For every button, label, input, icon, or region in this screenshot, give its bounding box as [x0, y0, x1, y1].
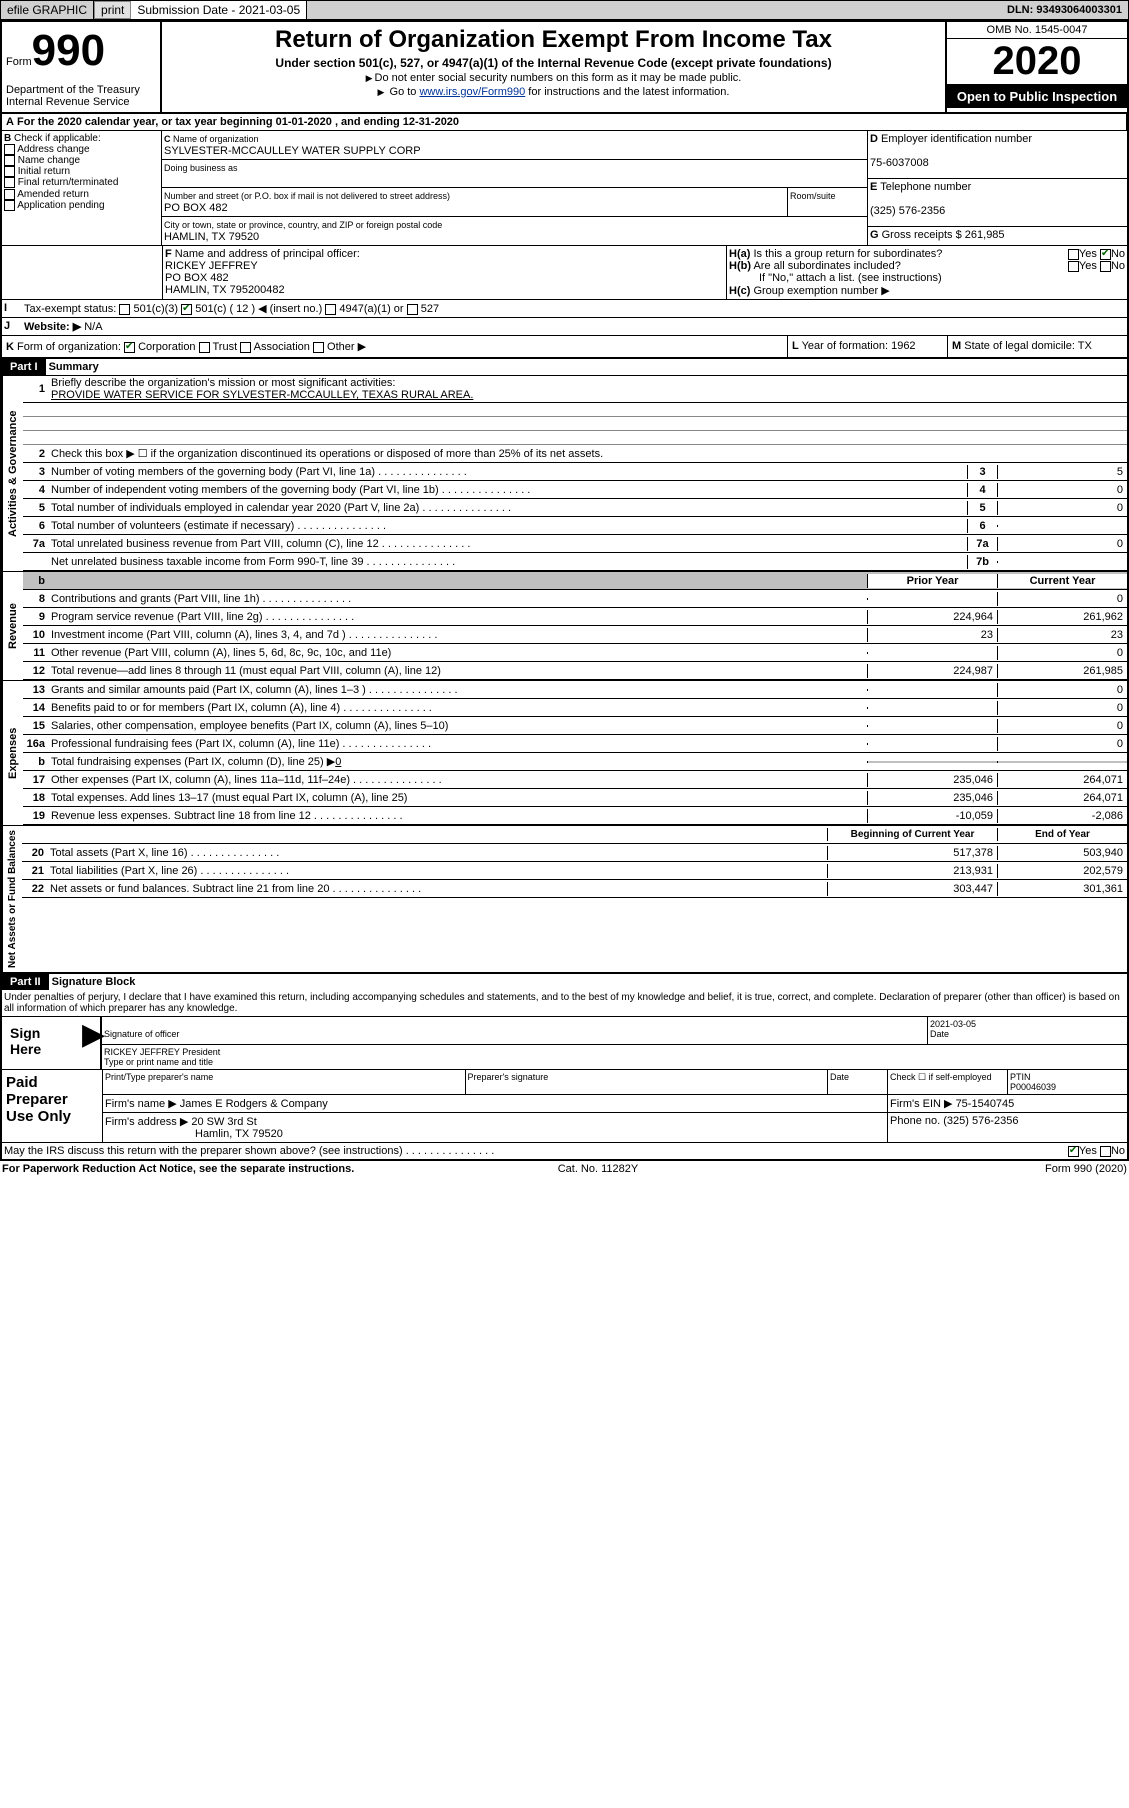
- section-net-assets: Net Assets or Fund Balances: [2, 826, 22, 972]
- form-subtitle: Under section 501(c), 527, or 4947(a)(1)…: [166, 56, 941, 70]
- cat-no: Cat. No. 11282Y: [558, 1163, 639, 1175]
- form-number: 990: [32, 26, 105, 75]
- mission: PROVIDE WATER SERVICE FOR SYLVESTER-MCCA…: [51, 389, 473, 401]
- open-inspection: Open to Public Inspection: [947, 85, 1127, 108]
- print-button[interactable]: print: [94, 1, 131, 19]
- discuss-no[interactable]: [1100, 1146, 1111, 1157]
- org-street: PO BOX 482: [164, 202, 228, 214]
- org-city: HAMLIN, TX 79520: [164, 231, 259, 243]
- chk-final[interactable]: [4, 177, 15, 188]
- ptin: P00046039: [1010, 1082, 1056, 1092]
- efile-label: efile GRAPHIC: [1, 1, 94, 19]
- part1: Part I Summary Activities & Governance 1…: [0, 359, 1129, 974]
- firm-name: James E Rodgers & Company: [180, 1098, 328, 1110]
- chk-address[interactable]: [4, 144, 15, 155]
- gross-receipts: 261,985: [965, 229, 1005, 241]
- note-ssn: Do not enter social security numbers on …: [166, 72, 941, 84]
- part2: Part II Signature Block Under penalties …: [0, 974, 1129, 1161]
- line-j: J Website: ▶ N/A: [0, 318, 1129, 336]
- officer-name: RICKEY JEFFREY: [165, 260, 258, 272]
- perjury-decl: Under penalties of perjury, I declare th…: [2, 990, 1127, 1016]
- v4: 0: [997, 483, 1127, 497]
- website: N/A: [84, 321, 102, 333]
- tax-year: 2020: [947, 39, 1127, 85]
- chk-amended[interactable]: [4, 189, 15, 200]
- section-revenue: Revenue: [2, 572, 23, 680]
- entity-block: B Check if applicable: Address change Na…: [0, 131, 1129, 246]
- note-link: Go to www.irs.gov/Form990 for instructio…: [166, 86, 941, 98]
- firm-addr: 20 SW 3rd St: [191, 1116, 256, 1128]
- form-ref: Form 990 (2020): [1045, 1163, 1127, 1175]
- line-klm: K Form of organization: Corporation Trus…: [0, 336, 1129, 359]
- chk-501c[interactable]: [181, 304, 192, 315]
- form-header: Form990 Department of the Treasury Inter…: [0, 20, 1129, 114]
- dln: DLN: 93493064003301: [1001, 2, 1128, 18]
- irs-link[interactable]: www.irs.gov/Form990: [419, 86, 525, 98]
- footer: For Paperwork Reduction Act Notice, see …: [0, 1161, 1129, 1177]
- ha-yes[interactable]: [1068, 249, 1079, 260]
- line-a: A For the 2020 calendar year, or tax yea…: [0, 114, 1129, 131]
- phone: (325) 576-2356: [870, 205, 945, 217]
- part1-hdr: Part I: [2, 359, 46, 375]
- ha-no[interactable]: [1100, 249, 1111, 260]
- chk-corp[interactable]: [124, 342, 135, 353]
- hb-no[interactable]: [1100, 261, 1111, 272]
- v7a: 0: [997, 537, 1127, 551]
- topbar: efile GRAPHIC print Submission Date - 20…: [0, 0, 1129, 20]
- chk-initial[interactable]: [4, 166, 15, 177]
- v6: [997, 525, 1127, 527]
- part2-hdr: Part II: [2, 974, 49, 990]
- dept-treasury: Department of the Treasury Internal Reve…: [6, 84, 156, 108]
- hb-yes[interactable]: [1068, 261, 1079, 272]
- pra-notice: For Paperwork Reduction Act Notice, see …: [2, 1163, 354, 1175]
- line-i: I Tax-exempt status: 501(c)(3) 501(c) ( …: [0, 300, 1129, 318]
- v3: 5: [997, 465, 1127, 479]
- discuss-yes[interactable]: [1068, 1146, 1079, 1157]
- chk-pending[interactable]: [4, 200, 15, 211]
- sig-date: 2021-03-05: [930, 1019, 976, 1029]
- submission-date: Submission Date - 2021-03-05: [131, 1, 307, 19]
- v5: 0: [997, 501, 1127, 515]
- prep-phone: (325) 576-2356: [943, 1115, 1018, 1127]
- section-expenses: Expenses: [2, 681, 23, 825]
- form-prefix: Form: [6, 56, 32, 68]
- v7b: [997, 561, 1127, 563]
- sign-here: Sign Here: [2, 1017, 82, 1069]
- firm-ein: 75-1540745: [956, 1098, 1015, 1110]
- officer-block: F Name and address of principal officer:…: [0, 246, 1129, 300]
- ein: 75-6037008: [870, 157, 929, 169]
- section-governance: Activities & Governance: [2, 376, 23, 571]
- b-label: Check if applicable:: [14, 133, 101, 144]
- year-formed: 1962: [891, 340, 915, 352]
- org-name: SYLVESTER-MCCAULLEY WATER SUPPLY CORP: [164, 145, 421, 157]
- form-title: Return of Organization Exempt From Incom…: [166, 26, 941, 54]
- chk-name[interactable]: [4, 155, 15, 166]
- officer-sig-name: RICKEY JEFFREY President: [104, 1047, 220, 1057]
- domicile: TX: [1078, 340, 1092, 352]
- omb-number: OMB No. 1545-0047: [947, 22, 1127, 39]
- paid-preparer: Paid Preparer Use Only: [2, 1070, 102, 1142]
